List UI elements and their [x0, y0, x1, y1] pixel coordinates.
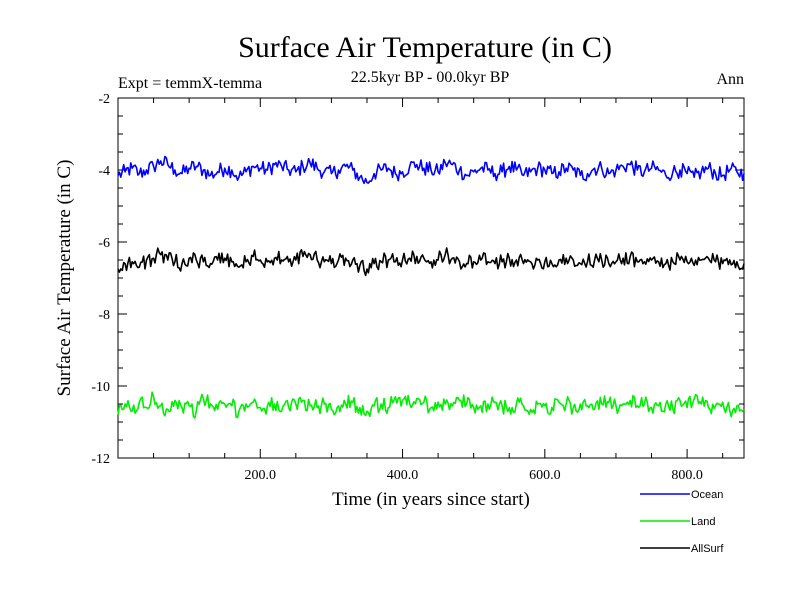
- x-tick-label: 800.0: [671, 468, 703, 483]
- legend-label-ocean: Ocean: [691, 489, 723, 501]
- legend-label-land: Land: [691, 516, 715, 528]
- season-label: Ann: [716, 71, 744, 88]
- y-tick-label: -2: [98, 92, 110, 107]
- legend: Ocean Land AllSurf: [640, 489, 724, 555]
- y-tick-label: -4: [98, 164, 110, 179]
- y-axis-label: Surface Air Temperature (in C): [54, 160, 75, 397]
- plot-frame: [117, 97, 745, 459]
- x-tick-label: 600.0: [529, 468, 561, 483]
- chart-title: Surface Air Temperature (in C): [238, 31, 612, 64]
- y-axis: -2 -4 -6 -8 -10 -12: [91, 92, 744, 467]
- x-tick-label: 400.0: [387, 468, 419, 483]
- y-tick-label: -10: [91, 380, 110, 395]
- legend-label-allsurf: AllSurf: [691, 543, 724, 555]
- y-tick-label: -8: [98, 308, 110, 323]
- y-tick-label: -6: [98, 236, 110, 251]
- experiment-label: Expt = temmX-temma: [118, 75, 262, 92]
- x-axis: 200.0 400.0 600.0 800.0: [153, 98, 724, 483]
- chart-subtitle: 22.5kyr BP - 00.0kyr BP: [351, 69, 510, 86]
- series-line-ocean: [117, 155, 745, 185]
- series-lines: [117, 155, 745, 419]
- series-line-land: [117, 391, 745, 419]
- x-axis-label: Time (in years since start): [332, 489, 530, 510]
- x-tick-label: 200.0: [245, 468, 277, 483]
- series-line-allsurf: [117, 247, 745, 277]
- y-tick-label: -12: [91, 452, 110, 467]
